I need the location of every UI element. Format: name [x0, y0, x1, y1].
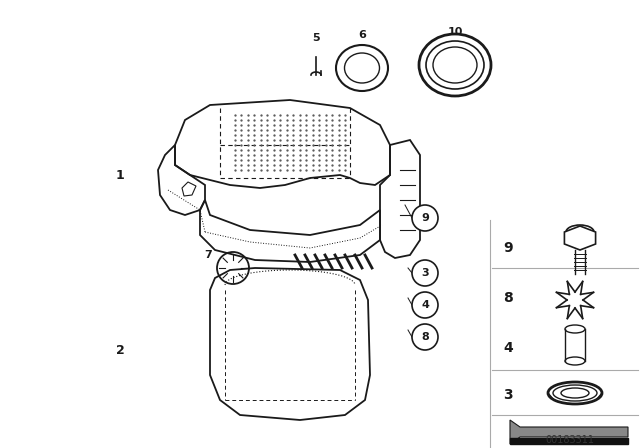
Circle shape	[412, 292, 438, 318]
Text: 3: 3	[421, 268, 429, 278]
Text: 4: 4	[503, 341, 513, 355]
Text: 8: 8	[503, 291, 513, 305]
Text: 1: 1	[116, 168, 124, 181]
Text: 5: 5	[312, 33, 320, 43]
Polygon shape	[510, 420, 628, 444]
Circle shape	[412, 324, 438, 350]
Text: 9: 9	[503, 241, 513, 255]
Circle shape	[412, 260, 438, 286]
Text: 3: 3	[503, 388, 513, 402]
Text: 00183311: 00183311	[545, 435, 595, 445]
Text: 2: 2	[116, 344, 124, 357]
Text: 7: 7	[204, 250, 212, 260]
Text: 8: 8	[421, 332, 429, 342]
Text: 10: 10	[447, 27, 463, 37]
FancyBboxPatch shape	[510, 438, 628, 444]
Text: 6: 6	[358, 30, 366, 40]
Circle shape	[412, 205, 438, 231]
Text: 4: 4	[421, 300, 429, 310]
Text: 9: 9	[421, 213, 429, 223]
